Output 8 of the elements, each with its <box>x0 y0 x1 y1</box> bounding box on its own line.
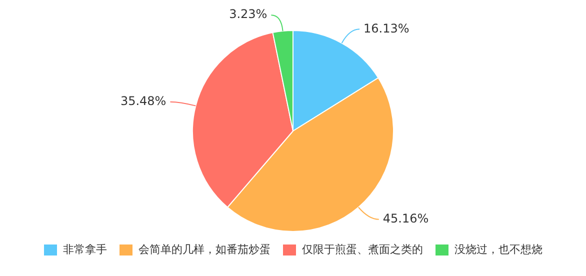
data-label: 3.23% <box>229 7 268 22</box>
legend-label: 非常拿手 <box>63 242 107 256</box>
legend-label: 会简单的几样，如番茄炒蛋 <box>138 242 270 256</box>
legend-label: 仅限于煎蛋、煮面之类的 <box>302 242 423 256</box>
data-label: 35.48% <box>120 94 166 108</box>
data-label: 45.16% <box>382 212 429 226</box>
data-label: 16.13% <box>364 21 410 36</box>
legend-label: 没烧过，也不想烧 <box>454 242 542 256</box>
